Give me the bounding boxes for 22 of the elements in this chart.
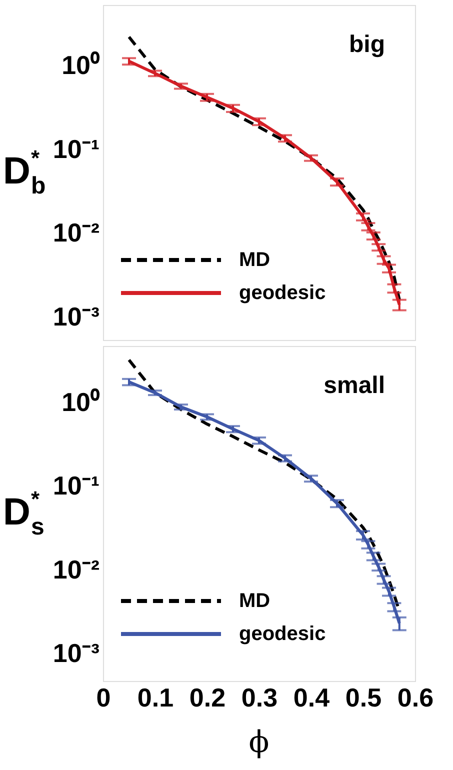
x-tick-label: 0.6	[397, 682, 434, 712]
legend-label: geodesic	[239, 282, 326, 304]
y-tick-label: 10⁻²	[52, 218, 100, 248]
y-tick-label: 10⁻²	[52, 554, 100, 584]
x-tick-label: 0.5	[345, 682, 382, 712]
legend-label: MD	[239, 590, 270, 612]
y-tick-label: 10⁰	[62, 50, 100, 80]
annotation: big	[349, 31, 385, 58]
y-tick-label: 10⁻¹	[52, 470, 100, 501]
y-tick-label: 10⁻³	[52, 301, 100, 332]
x-tick-label: 0.3	[241, 682, 278, 712]
y-tick-label: 10⁻¹	[52, 134, 100, 164]
legend-label: geodesic	[239, 623, 326, 645]
annotation: small	[324, 372, 385, 399]
x-tick-label: 0.2	[189, 682, 226, 712]
y-tick-label: 10⁰	[62, 386, 100, 417]
x-tick-label: 0	[96, 682, 111, 712]
x-tick-label: 0.1	[137, 682, 174, 712]
legend-label: MD	[239, 249, 270, 271]
x-tick-label: 0.4	[293, 682, 330, 712]
y-tick-label: 10⁻³	[52, 638, 100, 668]
x-axis-title: ϕ	[248, 725, 270, 760]
